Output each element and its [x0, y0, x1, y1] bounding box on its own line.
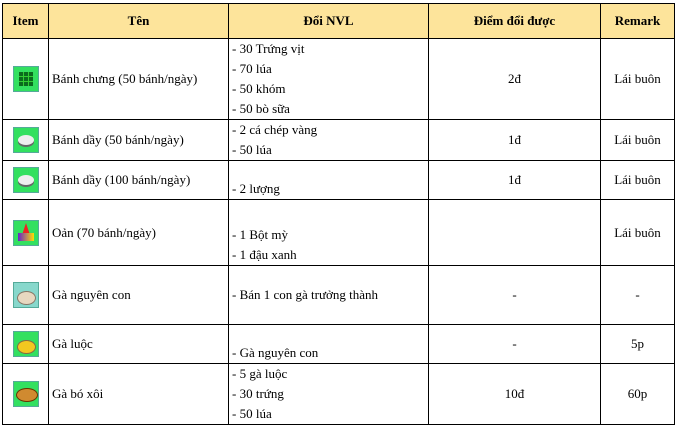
materials-cell: - 2 lượng [228, 160, 429, 200]
nvl-line: - 5 gà luộc [232, 366, 288, 381]
materials-cell: - Gà nguyên con [228, 324, 429, 364]
materials-cell: - 2 cá chép vàng - 50 lúa [228, 119, 429, 161]
nvl-line: - 50 lúa [232, 142, 272, 157]
remark-cell: 5p [600, 324, 675, 364]
chicken-sticky-rice-icon [12, 381, 39, 407]
banh-day-icon [12, 167, 39, 193]
table-row: Bánh dầy (50 bánh/ngày) - 2 cá chép vàng… [2, 119, 675, 161]
nvl-line: - Bán 1 con gà trưởng thành [232, 287, 379, 302]
materials-cell: - 5 gà luộc - 30 trứng - 50 lúa [228, 363, 429, 425]
nvl-line: - 2 lượng [232, 181, 280, 196]
name-cell: Gà bó xôi [48, 363, 229, 425]
nvl-line: - 1 Bột mỳ [232, 227, 288, 242]
oan-cake-icon [12, 219, 39, 246]
points-cell: 1đ [428, 160, 601, 200]
boiled-chicken-icon [12, 331, 39, 357]
materials-cell: - Bán 1 con gà trưởng thành [228, 265, 429, 325]
item-cell [2, 119, 49, 161]
banh-chung-icon [12, 66, 39, 92]
header-item: Item [2, 3, 49, 39]
points-cell [428, 199, 601, 266]
name-cell: Oản (70 bánh/ngày) [48, 199, 229, 266]
nvl-line: - Gà nguyên con [232, 345, 319, 360]
remark-cell: Lái buôn [600, 119, 675, 161]
nvl-line: - 50 lúa [232, 406, 272, 421]
nvl-line: - 70 lúa [232, 61, 272, 76]
item-cell [2, 324, 49, 364]
nvl-line: - 30 trứng [232, 386, 284, 401]
item-cell [2, 363, 49, 425]
raw-chicken-icon [12, 282, 39, 308]
nvl-line: - 1 đậu xanh [232, 247, 297, 262]
item-cell [2, 265, 49, 325]
name-cell: Gà luộc [48, 324, 229, 364]
points-cell: 1đ [428, 119, 601, 161]
name-cell: Bánh chưng (50 bánh/ngày) [48, 38, 229, 120]
exchange-table: Item Tên Đổi NVL Điểm đổi được Remark Bá… [2, 3, 675, 425]
remark-cell: 60p [600, 363, 675, 425]
header-nvl: Đổi NVL [228, 3, 429, 39]
name-cell: Gà nguyên con [48, 265, 229, 325]
points-cell: - [428, 324, 601, 364]
remark-cell: Lái buôn [600, 38, 675, 120]
remark-cell: Lái buôn [600, 199, 675, 266]
item-cell [2, 38, 49, 120]
header-remark: Remark [600, 3, 675, 39]
item-cell [2, 199, 49, 266]
header-diem: Điểm đổi được [428, 3, 601, 39]
points-cell: 2đ [428, 38, 601, 120]
nvl-line: - 2 cá chép vàng [232, 122, 318, 137]
points-cell: 10đ [428, 363, 601, 425]
banh-day-icon [12, 127, 39, 153]
header-ten: Tên [48, 3, 229, 39]
name-cell: Bánh dầy (50 bánh/ngày) [48, 119, 229, 161]
table-row: Bánh chưng (50 bánh/ngày) - 30 Trứng vịt… [2, 38, 675, 120]
header-row: Item Tên Đổi NVL Điểm đổi được Remark [2, 3, 675, 39]
materials-cell: - 1 Bột mỳ - 1 đậu xanh [228, 199, 429, 266]
table-row: Oản (70 bánh/ngày) - 1 Bột mỳ - 1 đậu xan… [2, 199, 675, 266]
points-cell: - [428, 265, 601, 325]
nvl-line: - 30 Trứng vịt [232, 41, 305, 56]
table-row: Gà bó xôi - 5 gà luộc - 30 trứng - 50 lúa … [2, 363, 675, 425]
nvl-line: - 50 bò sữa [232, 101, 290, 116]
table-row: Bánh dầy (100 bánh/ngày) - 2 lượng 1đ Lá… [2, 160, 675, 200]
remark-cell: - [600, 265, 675, 325]
item-cell [2, 160, 49, 200]
nvl-line: - 50 khóm [232, 81, 286, 96]
remark-cell: Lái buôn [600, 160, 675, 200]
table-row: Gà nguyên con - Bán 1 con gà trưởng thàn… [2, 265, 675, 325]
name-cell: Bánh dầy (100 bánh/ngày) [48, 160, 229, 200]
materials-cell: - 30 Trứng vịt - 70 lúa - 50 khóm - 50 bò s… [228, 38, 429, 120]
table-row: Gà luộc - Gà nguyên con - 5p [2, 324, 675, 364]
